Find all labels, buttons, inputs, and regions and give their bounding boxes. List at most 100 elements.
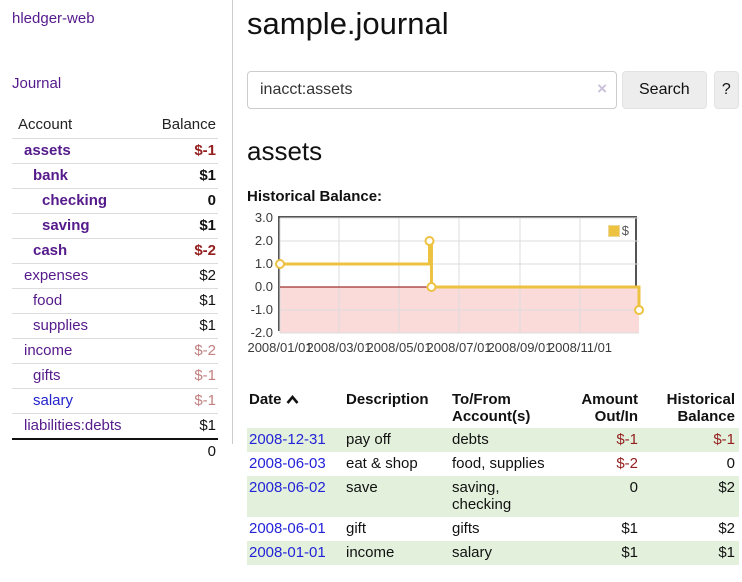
sidebar: hledger-web Journal Account Balance asse… [0, 0, 232, 464]
account-heading: assets [247, 136, 323, 166]
account-link[interactable]: gifts [33, 367, 61, 384]
transaction-amount: $-2 [616, 455, 638, 472]
main-content: sample.journal × Search ? assets Histori… [247, 0, 739, 565]
account-link[interactable]: bank [33, 167, 69, 184]
transaction-date-link[interactable]: 2008-06-02 [249, 479, 326, 496]
chart-legend: $ [605, 222, 631, 239]
accounts-header-account: Account [18, 116, 73, 133]
column-header-date-label: Date [249, 391, 282, 408]
account-balance: $1 [199, 292, 216, 309]
y-axis-tick-label: -2.0 [250, 325, 273, 340]
x-axis-tick-label: 2008/11/01 [547, 340, 613, 355]
y-axis-tick-label: -1.0 [250, 302, 273, 317]
search-input[interactable] [247, 71, 617, 109]
account-link[interactable]: income [24, 342, 73, 359]
x-axis-tick-label: 2008/05/01 [366, 340, 432, 355]
column-header-accounts: To/From Account(s) [452, 391, 531, 425]
legend-label: $ [621, 223, 629, 238]
account-row: assets $-1 [12, 138, 218, 163]
account-link[interactable]: expenses [24, 267, 89, 284]
table-row: 2008-06-01 gift gifts $1 $2 [247, 517, 739, 541]
sidebar-divider [232, 0, 233, 444]
x-axis-tick-label: 2008/07/01 [426, 340, 492, 355]
x-axis-tick-label: 2008/09/01 [487, 340, 553, 355]
transaction-amount: 0 [629, 479, 638, 496]
account-row: salary $-1 [12, 388, 218, 413]
search-button[interactable]: Search [622, 71, 707, 109]
account-row: saving $1 [12, 213, 218, 238]
account-link[interactable]: supplies [33, 317, 89, 334]
accounts-total: 0 [12, 438, 218, 464]
table-row: 2008-12-31 pay off debts $-1 $-1 [247, 428, 739, 452]
transaction-description: save [346, 479, 378, 496]
transaction-accounts: saving, checking [452, 479, 512, 513]
transaction-description: eat & shop [346, 455, 418, 472]
account-row: supplies $1 [12, 313, 218, 338]
table-row: 2008-01-01 income salary $1 $1 [247, 541, 739, 565]
transaction-date-link[interactable]: 2008-01-01 [249, 544, 326, 561]
app-brand-link[interactable]: hledger-web [12, 10, 95, 27]
transaction-amount: $1 [621, 520, 638, 537]
clear-search-icon[interactable]: × [597, 79, 607, 98]
transaction-amount: $-1 [616, 431, 638, 448]
search-box: × [247, 71, 617, 109]
accounts-header-balance: Balance [161, 116, 216, 133]
accounts-table: Account Balance assets $-1 bank $1 checking 0… [12, 112, 218, 464]
y-axis-tick-label: 3.0 [254, 210, 273, 225]
account-row: liabilities:debts $1 [12, 413, 218, 438]
help-button[interactable]: ? [713, 71, 739, 109]
account-row: bank $1 [12, 163, 218, 188]
account-balance: 0 [207, 192, 216, 209]
account-link[interactable]: food [33, 292, 63, 309]
table-row: 2008-06-02 save saving, checking 0 $2 [247, 476, 739, 517]
transaction-date-link[interactable]: 2008-06-03 [249, 455, 326, 472]
column-header-balance: Historical Balance [666, 391, 735, 425]
account-row: food $1 [12, 288, 218, 313]
transaction-accounts: salary [452, 544, 493, 561]
account-row: expenses $2 [12, 263, 218, 288]
y-axis-tick-label: 2.0 [254, 233, 273, 248]
account-balance: $1 [199, 317, 216, 334]
transaction-accounts: food, supplies [452, 455, 545, 472]
account-balance: $1 [199, 217, 216, 234]
account-balance: $2 [199, 267, 216, 284]
account-link[interactable]: saving [42, 217, 90, 234]
transaction-balance: 0 [726, 455, 735, 472]
x-axis-tick-label: 2008/03/01 [306, 340, 372, 355]
column-header-date[interactable]: Date [247, 389, 344, 428]
transaction-accounts: debts [452, 431, 489, 448]
transaction-date-link[interactable]: 2008-12-31 [249, 431, 326, 448]
transaction-balance: $1 [718, 544, 735, 561]
account-balance: $-1 [194, 142, 216, 159]
transaction-amount: $1 [621, 544, 638, 561]
accounts-rows: assets $-1 bank $1 checking 0 saving $1 cash $-2 e… [12, 138, 218, 438]
table-row: 2008-06-03 eat & shop food, supplies $-2 0 [247, 452, 739, 476]
transaction-date-link[interactable]: 2008-06-01 [249, 520, 326, 537]
account-balance: $-2 [194, 242, 216, 259]
column-header-amount: Amount Out/In [581, 391, 638, 425]
transaction-description: gift [346, 520, 367, 537]
y-axis-tick-label: 0.0 [254, 279, 273, 294]
legend-swatch [607, 224, 620, 237]
search-bar: × Search ? [247, 71, 739, 109]
account-balance: $1 [199, 167, 216, 184]
transaction-balance: $2 [718, 479, 735, 496]
transaction-description: pay off [346, 431, 391, 448]
account-link[interactable]: checking [42, 192, 108, 209]
transaction-balance: $2 [718, 520, 735, 537]
account-row: income $-2 [12, 338, 218, 363]
account-row: cash $-2 [12, 238, 218, 263]
chart-title: Historical Balance: [247, 188, 383, 205]
transaction-description: income [346, 544, 395, 561]
account-link[interactable]: assets [24, 142, 71, 159]
sidebar-item-journal[interactable]: Journal [12, 75, 62, 92]
account-link[interactable]: cash [33, 242, 68, 259]
page-title: sample.journal [247, 6, 449, 41]
account-link[interactable]: salary [33, 392, 74, 409]
account-row: checking 0 [12, 188, 218, 213]
account-row: gifts $-1 [12, 363, 218, 388]
chart-plot-area: $ [275, 216, 644, 334]
account-link[interactable]: liabilities:debts [24, 417, 122, 434]
y-axis-tick-label: 1.0 [254, 256, 273, 271]
register-table: Date Description To/From Account(s) Amou… [247, 389, 739, 565]
